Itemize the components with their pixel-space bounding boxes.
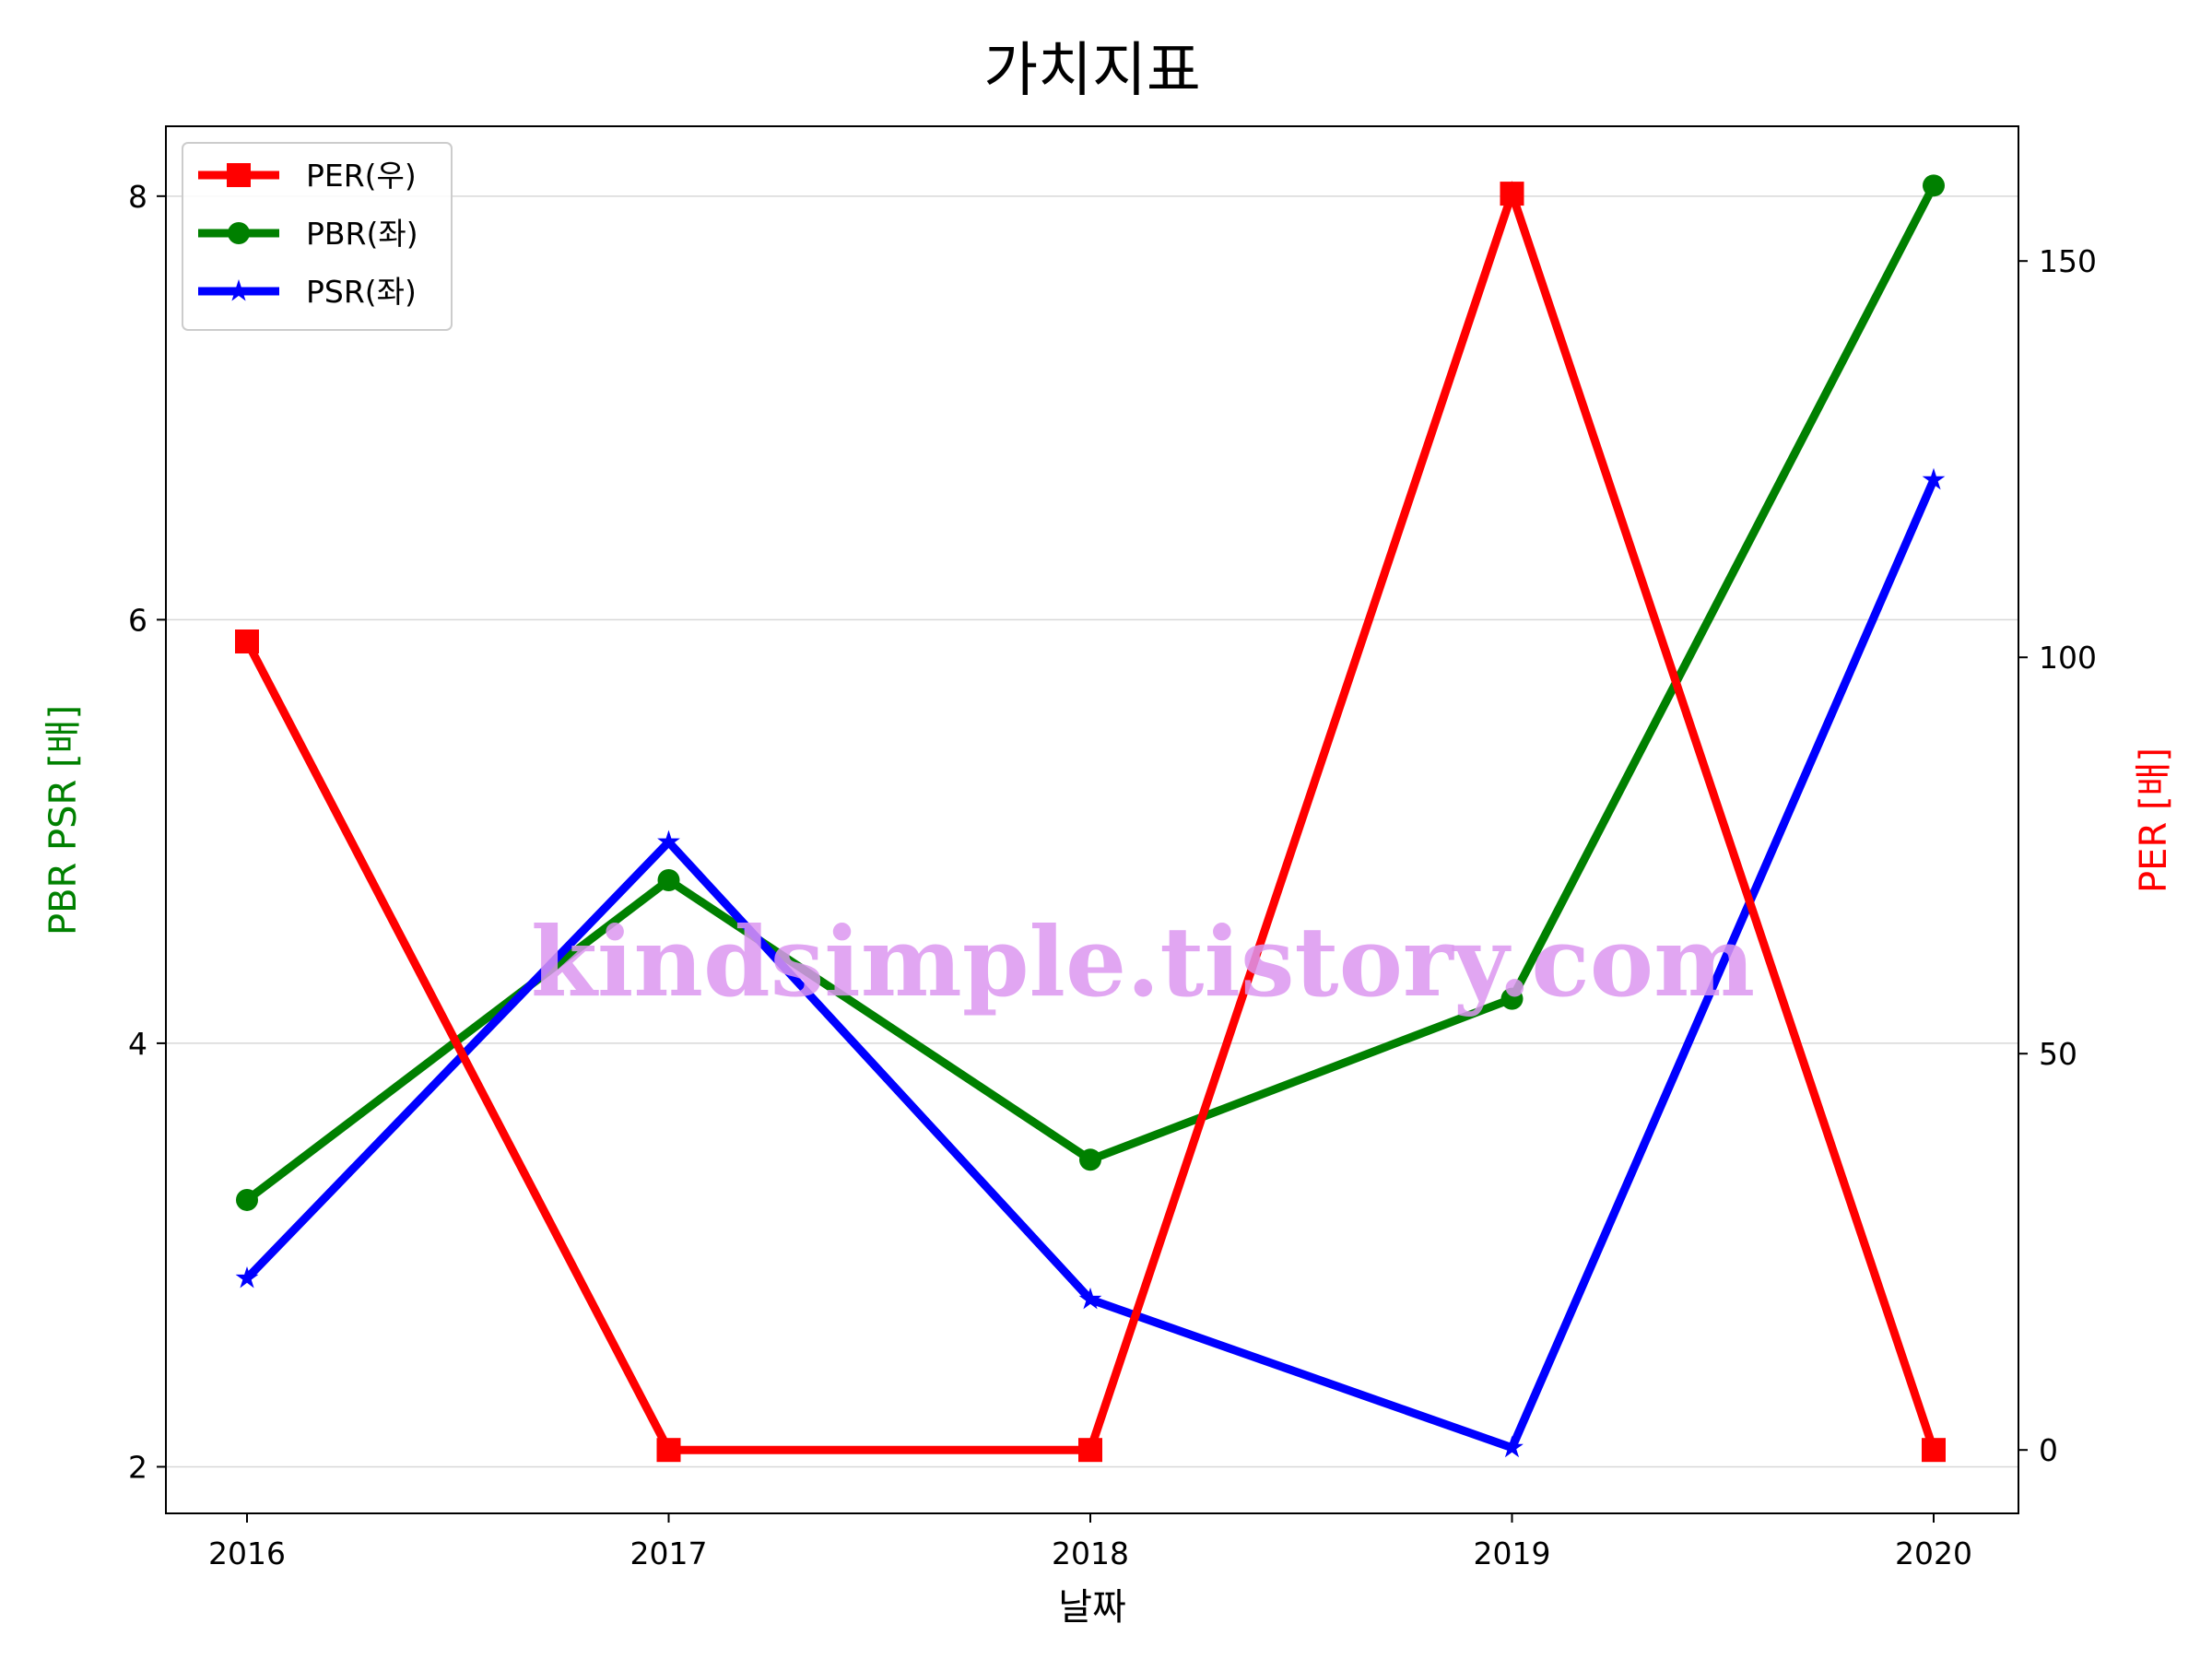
legend-psr-marker (227, 279, 251, 301)
x-tick-label: 2019 (1474, 1535, 1551, 1571)
psr-point (1078, 1287, 1102, 1310)
legend-per-marker (227, 163, 251, 187)
pbr-point (657, 868, 680, 891)
watermark-text: kindsimple.tistory.com (531, 905, 1755, 1018)
per-point (1078, 1438, 1102, 1463)
right-y-axis-label: PER [배] (2133, 747, 2175, 893)
psr-point (1922, 467, 1946, 490)
legend-per-label: PER(우) (306, 158, 417, 194)
series-lines (235, 174, 1946, 1463)
left-y-axis: 2 4 6 8 (128, 179, 166, 1485)
left-tick-label: 2 (128, 1449, 147, 1485)
chart-title: 가치지표 (983, 37, 1201, 105)
left-tick-label: 8 (128, 179, 147, 215)
left-tick-label: 6 (128, 602, 147, 638)
x-tick-label: 2018 (1052, 1535, 1129, 1571)
legend-pbr-marker (228, 222, 250, 244)
pbr-point (236, 1188, 258, 1211)
right-y-axis: 0 50 100 150 (2018, 243, 2097, 1468)
psr-point (657, 830, 680, 853)
right-tick-label: 100 (2039, 640, 2097, 676)
right-tick-label: 50 (2039, 1036, 2077, 1072)
pbr-point (1500, 987, 1524, 1010)
per-point (1922, 1438, 1946, 1463)
x-axis-label: 날짜 (1058, 1586, 1126, 1629)
x-tick-label: 2016 (208, 1535, 286, 1571)
right-tick-label: 150 (2039, 243, 2097, 279)
psr-series (235, 467, 1946, 1458)
per-point (1500, 182, 1524, 206)
pbr-point (1079, 1148, 1101, 1171)
legend: PER(우) PBR(좌) PSR(좌) (182, 142, 453, 331)
x-axis: 2016 2017 2018 2019 2020 (208, 1513, 1972, 1571)
psr-point (1500, 1435, 1524, 1458)
plot-frame (165, 125, 2019, 1514)
legend-psr-label: PSR(좌) (306, 274, 417, 310)
right-tick-label: 0 (2039, 1432, 2058, 1468)
x-tick-label: 2020 (1895, 1535, 1972, 1571)
per-series (235, 180, 1946, 1463)
x-tick-label: 2017 (630, 1535, 708, 1571)
per-point (235, 629, 259, 653)
per-point (656, 1438, 681, 1463)
left-tick-label: 4 (128, 1026, 147, 1062)
pbr-point (1923, 174, 1945, 197)
psr-point (235, 1266, 259, 1288)
left-y-axis-label: PBR PSR [배] (42, 705, 85, 935)
legend-box (182, 142, 453, 331)
legend-pbr-label: PBR(좌) (306, 216, 418, 252)
